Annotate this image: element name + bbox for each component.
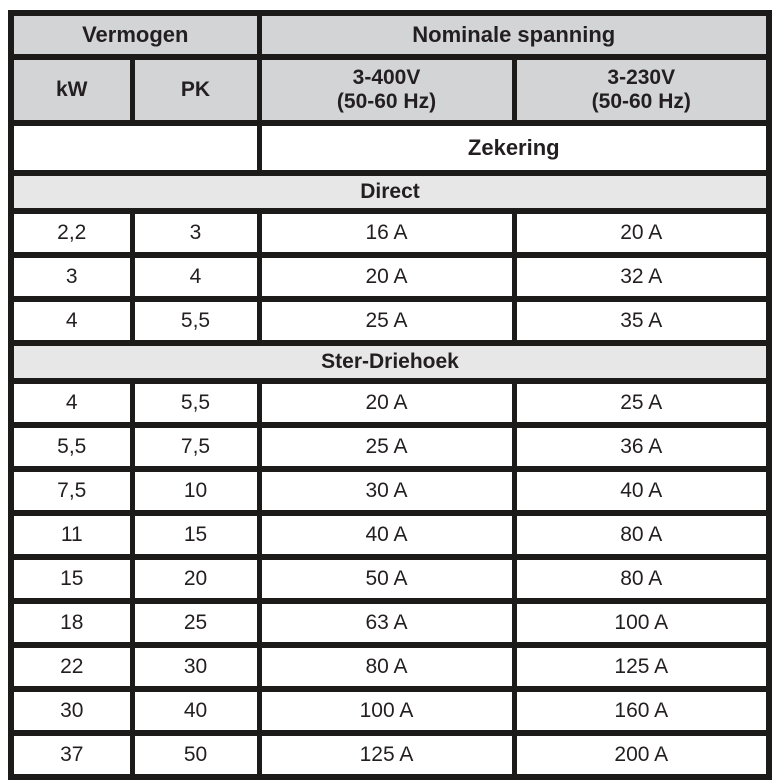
cell-fuse-400v: 25 A	[256, 422, 517, 472]
cell-pk: 20	[129, 554, 262, 604]
header-group-row: Vermogen Nominale spanning	[8, 10, 772, 60]
cell-fuse-400v: 20 A	[256, 252, 517, 302]
header-nominale-spanning: Nominale spanning	[256, 10, 772, 60]
table-body: Direct 2,2 3 16 A 20 A 3 4 20 A 32 A 4 5,5 25 A 35 A…	[8, 170, 772, 780]
table-row: 4 5,5 25 A 35 A	[8, 296, 772, 346]
table-row: 2,2 3 16 A 20 A	[8, 208, 772, 258]
cell-kw: 11	[8, 510, 135, 560]
header-kw: kW	[8, 54, 135, 126]
table-row: 37 50 125 A 200 A	[8, 730, 772, 780]
cell-pk: 15	[129, 510, 262, 560]
cell-fuse-230v: 125 A	[511, 642, 772, 692]
header-3-400v: 3-400V (50-60 Hz)	[256, 54, 517, 126]
cell-kw: 18	[8, 598, 135, 648]
cell-fuse-230v: 40 A	[511, 466, 772, 516]
header-pk: PK	[129, 54, 262, 126]
cell-pk: 25	[129, 598, 262, 648]
table-row: 30 40 100 A 160 A	[8, 686, 772, 736]
header-3-230v: 3-230V (50-60 Hz)	[511, 54, 772, 126]
cell-kw: 30	[8, 686, 135, 736]
cell-pk: 7,5	[129, 422, 262, 472]
table-row: 18 25 63 A 100 A	[8, 598, 772, 648]
header-3-400v-frequency: (50-60 Hz)	[336, 90, 437, 113]
cell-fuse-400v: 80 A	[256, 642, 517, 692]
section-title: Ster-Driehoek	[8, 340, 772, 384]
header-3-400v-voltage: 3-400V	[352, 65, 421, 89]
header-vermogen: Vermogen	[8, 10, 262, 60]
cell-fuse-230v: 25 A	[511, 378, 772, 428]
cell-kw: 4	[8, 296, 135, 346]
cell-fuse-230v: 200 A	[511, 730, 772, 780]
cell-pk: 40	[129, 686, 262, 736]
section-header-row: Direct	[8, 170, 772, 214]
cell-pk: 5,5	[129, 296, 262, 346]
cell-pk: 3	[129, 208, 262, 258]
fuse-subheader-row: Zekering	[8, 120, 772, 176]
cell-kw: 3	[8, 252, 135, 302]
cell-fuse-230v: 80 A	[511, 510, 772, 560]
header-3-230v-voltage: 3-230V	[607, 65, 676, 89]
cell-fuse-230v: 20 A	[511, 208, 772, 258]
cell-fuse-400v: 63 A	[256, 598, 517, 648]
cell-fuse-400v: 50 A	[256, 554, 517, 604]
table-row: 22 30 80 A 125 A	[8, 642, 772, 692]
header-zekering: Zekering	[256, 120, 772, 176]
cell-fuse-230v: 35 A	[511, 296, 772, 346]
header-columns-row: kW PK 3-400V (50-60 Hz) 3-230V (50-60 Hz…	[8, 54, 772, 126]
table-row: 5,5 7,5 25 A 36 A	[8, 422, 772, 472]
cell-kw: 15	[8, 554, 135, 604]
cell-fuse-400v: 100 A	[256, 686, 517, 736]
table-row: 7,5 10 30 A 40 A	[8, 466, 772, 516]
table-row: 3 4 20 A 32 A	[8, 252, 772, 302]
cell-kw: 2,2	[8, 208, 135, 258]
cell-kw: 7,5	[8, 466, 135, 516]
cell-pk: 4	[129, 252, 262, 302]
table-row: 4 5,5 20 A 25 A	[8, 378, 772, 428]
empty-cell	[8, 120, 262, 176]
cell-fuse-230v: 100 A	[511, 598, 772, 648]
cell-kw: 4	[8, 378, 135, 428]
section-header-row: Ster-Driehoek	[8, 340, 772, 384]
cell-kw: 22	[8, 642, 135, 692]
cell-fuse-400v: 25 A	[256, 296, 517, 346]
table-row: 15 20 50 A 80 A	[8, 554, 772, 604]
cell-pk: 5,5	[129, 378, 262, 428]
header-3-230v-frequency: (50-60 Hz)	[591, 90, 691, 113]
cell-fuse-230v: 32 A	[511, 252, 772, 302]
cell-fuse-400v: 125 A	[256, 730, 517, 780]
cell-kw: 5,5	[8, 422, 135, 472]
cell-fuse-230v: 36 A	[511, 422, 772, 472]
cell-pk: 30	[129, 642, 262, 692]
cell-kw: 37	[8, 730, 135, 780]
cell-fuse-400v: 40 A	[256, 510, 517, 560]
cell-fuse-230v: 80 A	[511, 554, 772, 604]
cell-pk: 50	[129, 730, 262, 780]
table-row: 11 15 40 A 80 A	[8, 510, 772, 560]
cell-fuse-400v: 16 A	[256, 208, 517, 258]
section-title: Direct	[8, 170, 772, 214]
cell-fuse-400v: 30 A	[256, 466, 517, 516]
cell-fuse-230v: 160 A	[511, 686, 772, 736]
cell-fuse-400v: 20 A	[256, 378, 517, 428]
cell-pk: 10	[129, 466, 262, 516]
fuse-rating-table: Vermogen Nominale spanning kW PK 3-400V …	[8, 10, 773, 780]
